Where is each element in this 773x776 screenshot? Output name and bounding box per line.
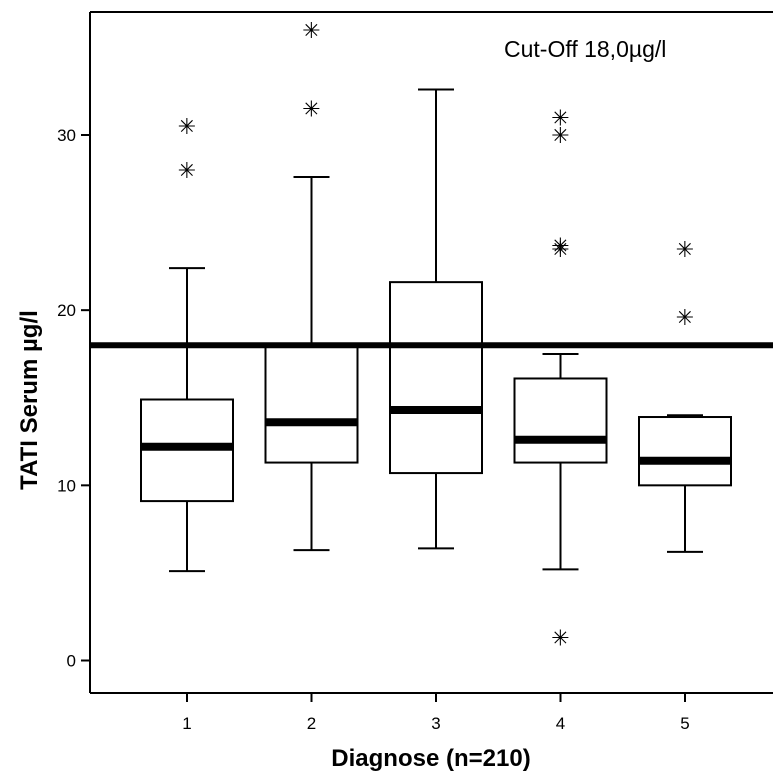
box-series: ✳✳✳✳✳✳✳✳✳✳✳ [140, 19, 732, 652]
outlier-point: ✳ [551, 627, 569, 652]
outlier-point: ✳ [178, 159, 196, 184]
outlier-point: ✳ [178, 115, 196, 140]
y-tick-label: 20 [57, 301, 76, 320]
x-tick-label: 5 [680, 714, 689, 733]
outlier-point: ✳ [551, 234, 569, 259]
outlier-point: ✳ [551, 124, 569, 149]
x-tick-label: 4 [556, 714, 565, 733]
outlier-point: ✳ [676, 238, 694, 263]
y-axis-title: TATI Serum µg/l [16, 310, 43, 490]
x-axis: 1 2 3 4 5 [182, 693, 690, 733]
outlier-point: ✳ [551, 238, 569, 263]
y-tick-label: 0 [67, 652, 76, 671]
y-axis: 0 10 20 30 [57, 126, 90, 671]
y-tick-label: 10 [57, 476, 76, 495]
box-iqr [638, 416, 732, 487]
box-group-2: ✳✳ [264, 19, 359, 552]
box-group-1: ✳✳ [140, 115, 234, 573]
outlier-point: ✳ [551, 106, 569, 131]
x-tick-label: 2 [307, 714, 316, 733]
box-iqr [389, 281, 483, 475]
outlier-point: ✳ [676, 306, 694, 331]
box-iqr [264, 345, 359, 464]
y-tick-label: 30 [57, 126, 76, 145]
box-group-4: ✳✳✳✳✳ [513, 106, 608, 652]
x-tick-label: 1 [182, 714, 191, 733]
plot-frame [89, 11, 773, 694]
x-axis-title: Diagnose (n=210) [331, 745, 530, 772]
box-iqr [513, 377, 608, 464]
box-group-5: ✳✳ [638, 238, 732, 553]
x-tick-label: 3 [431, 714, 440, 733]
outlier-point: ✳ [302, 98, 320, 123]
outlier-point: ✳ [302, 19, 320, 44]
cutoff-annotation: Cut-Off 18,0µg/l [504, 36, 666, 62]
box-group-3 [389, 88, 483, 550]
